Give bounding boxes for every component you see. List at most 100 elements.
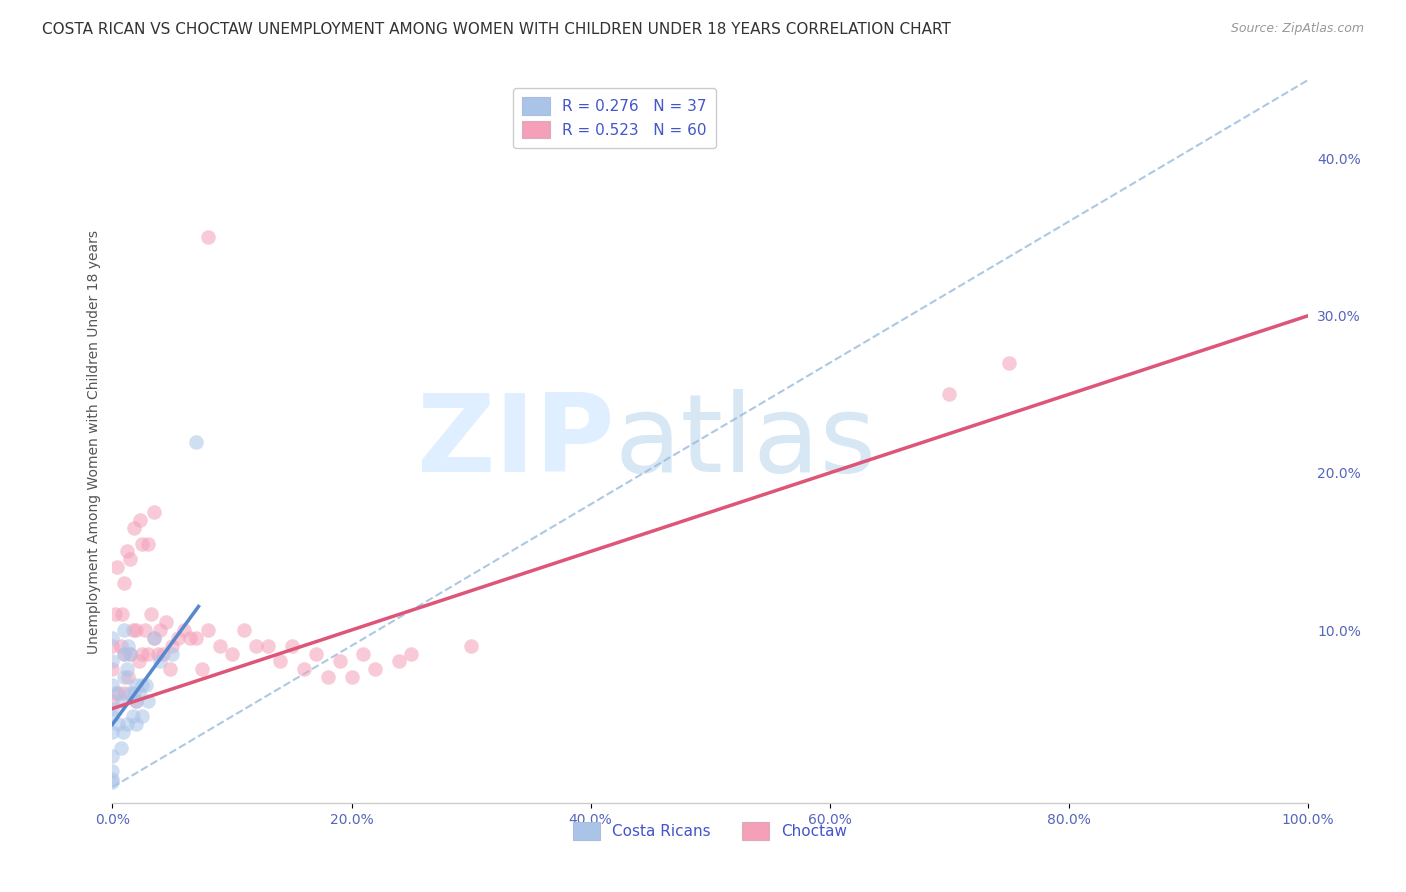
Point (114, 686, 135, 700)
Point (101, 662, 124, 676)
Point (138, 647, 160, 661)
Point (122, 686, 145, 700)
Point (101, 748, 124, 763)
Point (110, 639, 132, 653)
Point (173, 623, 195, 637)
Point (105, 686, 128, 700)
Y-axis label: Unemployment Among Women with Children Under 18 years: Unemployment Among Women with Children U… (87, 229, 101, 654)
Point (938, 387, 960, 401)
Point (120, 552, 142, 566)
Point (115, 717, 138, 731)
Point (120, 686, 142, 700)
Point (388, 655, 411, 669)
Point (233, 623, 256, 637)
Point (197, 230, 219, 244)
Point (134, 623, 156, 637)
Point (125, 717, 148, 731)
Point (112, 725, 135, 739)
Point (460, 639, 482, 653)
Point (115, 662, 138, 676)
Point (162, 647, 183, 661)
Point (146, 647, 169, 661)
Point (152, 647, 174, 661)
Point (245, 639, 267, 653)
Point (101, 764, 124, 779)
Point (143, 505, 166, 519)
Point (101, 694, 124, 708)
Point (101, 709, 124, 723)
Point (186, 631, 208, 645)
Point (131, 536, 153, 550)
Point (114, 647, 135, 661)
Point (128, 686, 150, 700)
Text: COSTA RICAN VS CHOCTAW UNEMPLOYMENT AMONG WOMEN WITH CHILDREN UNDER 18 YEARS COR: COSTA RICAN VS CHOCTAW UNEMPLOYMENT AMON… (42, 22, 950, 37)
Point (364, 662, 387, 676)
Point (120, 647, 142, 661)
Point (101, 678, 124, 692)
Point (162, 639, 183, 653)
Point (104, 607, 127, 622)
Text: Source: ZipAtlas.com: Source: ZipAtlas.com (1230, 22, 1364, 36)
Point (143, 631, 166, 645)
Point (101, 772, 124, 787)
Point (159, 662, 181, 676)
Point (209, 639, 232, 653)
Point (401, 647, 423, 661)
Legend: Costa Ricans, Choctaw: Costa Ricans, Choctaw (567, 816, 853, 846)
Point (111, 694, 134, 708)
Point (111, 607, 134, 622)
Point (998, 356, 1021, 370)
Point (138, 536, 160, 550)
Point (101, 725, 124, 739)
Point (101, 655, 124, 669)
Point (101, 631, 124, 645)
Point (191, 662, 214, 676)
Point (305, 647, 328, 661)
Point (117, 670, 139, 684)
Point (101, 701, 124, 715)
Point (114, 623, 135, 637)
Point (129, 513, 152, 527)
Point (131, 709, 153, 723)
Point (128, 655, 150, 669)
Point (115, 544, 138, 558)
Point (352, 647, 374, 661)
Point (139, 607, 162, 622)
Point (131, 678, 153, 692)
Point (101, 775, 124, 789)
Point (114, 647, 135, 661)
Point (340, 670, 363, 684)
Point (107, 686, 129, 700)
Point (110, 740, 132, 755)
Point (149, 623, 172, 637)
Point (121, 623, 143, 637)
Point (114, 670, 135, 684)
Point (135, 678, 157, 692)
Point (221, 647, 243, 661)
Point (125, 623, 148, 637)
Point (292, 662, 315, 676)
Point (107, 717, 129, 731)
Point (143, 631, 166, 645)
Point (197, 623, 219, 637)
Point (101, 639, 124, 653)
Point (269, 655, 291, 669)
Point (105, 560, 128, 574)
Point (155, 615, 177, 630)
Point (138, 694, 160, 708)
Point (257, 639, 280, 653)
Point (120, 647, 142, 661)
Point (117, 639, 139, 653)
Point (125, 694, 148, 708)
Point (125, 694, 148, 708)
Point (316, 670, 339, 684)
Point (125, 678, 148, 692)
Point (149, 655, 172, 669)
Text: ZIP: ZIP (416, 389, 614, 494)
Text: atlas: atlas (614, 389, 876, 494)
Point (122, 521, 145, 535)
Point (167, 631, 190, 645)
Point (121, 709, 143, 723)
Point (186, 434, 208, 449)
Point (131, 647, 153, 661)
